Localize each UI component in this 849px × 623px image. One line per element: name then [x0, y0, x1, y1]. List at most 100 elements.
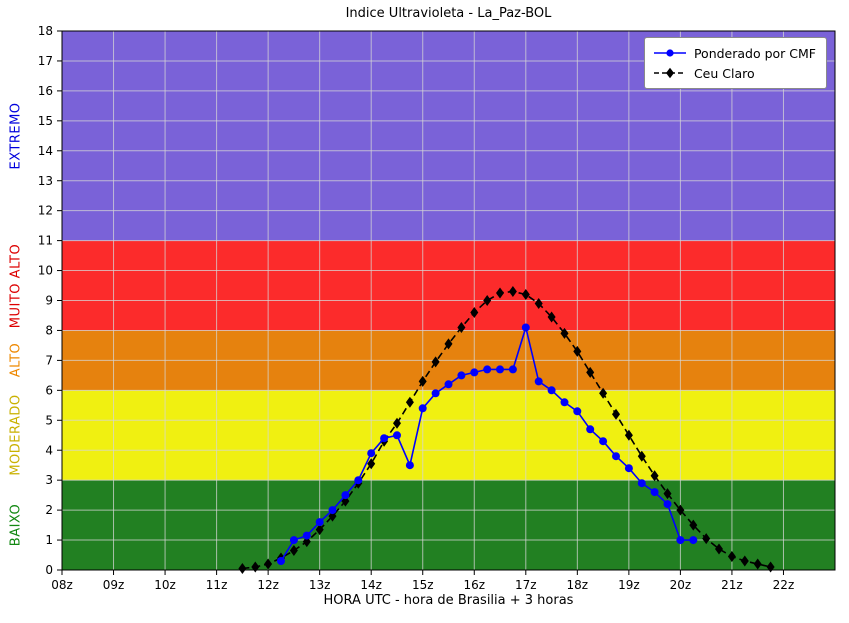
band-label-moderado: MODERADO	[8, 394, 24, 476]
diamond-marker	[547, 311, 556, 323]
diamond-marker	[393, 417, 401, 429]
diamond-marker	[586, 366, 595, 378]
circle-marker	[650, 488, 659, 497]
circle-marker	[624, 464, 633, 473]
x-tick-label: 14z	[360, 578, 382, 592]
x-tick-label: 21z	[721, 578, 743, 592]
diamond-marker	[689, 519, 698, 531]
diamond-marker	[315, 524, 324, 536]
circle-marker	[534, 377, 543, 386]
x-tick-label: 18z	[567, 578, 589, 592]
x-tick-label: 09z	[103, 578, 125, 592]
circle-marker	[637, 479, 646, 488]
diamond-marker	[560, 327, 569, 339]
circle-marker	[612, 452, 620, 461]
diamond-marker	[444, 338, 453, 350]
circle-marker	[663, 500, 672, 509]
chart-title: Indice Ultravioleta - La_Paz-BOL	[345, 6, 552, 21]
x-tick-label: 10z	[154, 578, 176, 592]
y-tick-label: 4	[45, 443, 53, 457]
band-moderado	[62, 390, 835, 481]
band-label-baixo: BAIXO	[8, 503, 24, 547]
diamond-marker	[740, 555, 749, 567]
x-tick-label: 15z	[412, 578, 434, 592]
diamond-marker	[637, 450, 646, 462]
circle-marker	[289, 536, 298, 545]
diamond-marker	[367, 458, 376, 470]
y-tick-label: 17	[38, 54, 53, 68]
diamond-marker	[470, 307, 479, 318]
y-tick-label: 13	[38, 174, 53, 188]
diamond-marker	[727, 551, 736, 562]
diamond-marker	[573, 345, 582, 357]
circle-marker	[418, 404, 427, 413]
diamond-marker	[650, 470, 659, 482]
diamond-marker	[534, 298, 543, 309]
y-tick-label: 8	[45, 324, 53, 338]
legend-item-ponderado: Ponderado por CMF	[653, 43, 816, 63]
x-tick-label: 22z	[773, 578, 795, 592]
legend-label: Ceu Claro	[693, 65, 755, 81]
diamond-marker	[418, 375, 427, 387]
circle-marker	[689, 536, 698, 545]
band-baixo	[62, 480, 835, 570]
circle-marker	[496, 365, 504, 374]
x-tick-label: 13z	[309, 578, 331, 592]
band-muito-alto	[62, 240, 835, 331]
circle-marker	[328, 506, 337, 515]
diamond-marker	[457, 322, 466, 333]
circle-marker	[393, 431, 401, 440]
diamond-marker	[715, 543, 723, 555]
y-tick-label: 10	[38, 264, 53, 278]
y-tick-label: 5	[45, 413, 53, 427]
diamond-marker	[702, 533, 711, 545]
y-tick-label: 12	[38, 204, 53, 218]
diamond-marker	[508, 286, 517, 297]
diamond-marker	[328, 510, 337, 522]
circle-marker	[457, 371, 466, 380]
circle-marker	[573, 407, 582, 416]
circle-marker	[405, 461, 414, 470]
diamond-marker	[521, 289, 530, 300]
x-tick-label: 17z	[515, 578, 537, 592]
y-tick-label: 11	[38, 234, 53, 248]
circle-marker	[315, 518, 324, 527]
circle-marker	[277, 557, 285, 565]
circle-marker	[354, 476, 363, 485]
legend: Ponderado por CMF Ceu Claro	[643, 37, 827, 89]
circle-marker	[380, 434, 389, 443]
y-tick-label: 6	[45, 383, 53, 397]
y-tick-label: 14	[38, 144, 53, 158]
diamond-marker	[496, 287, 504, 299]
diamond-marker	[624, 429, 633, 441]
circle-marker	[676, 536, 685, 545]
circle-marker	[599, 437, 608, 446]
circle-marker	[431, 389, 440, 398]
diamond-marker	[264, 558, 273, 570]
x-tick-label: 16z	[463, 578, 485, 592]
y-tick-label: 15	[38, 114, 53, 128]
circle-marker	[521, 323, 530, 332]
y-tick-label: 3	[45, 473, 53, 487]
y-tick-label: 18	[38, 24, 53, 38]
circle-marker	[341, 491, 350, 500]
x-tick-label: 11z	[206, 578, 228, 592]
diamond-marker	[289, 545, 298, 556]
legend-label: Ponderado por CMF	[693, 45, 816, 61]
y-tick-label: 9	[45, 294, 53, 308]
y-tick-label: 16	[38, 84, 53, 98]
band-label-muito-alto: MUITO ALTO	[8, 243, 24, 328]
x-axis-label: HORA UTC - hora de Brasilia + 3 horas	[323, 593, 574, 608]
diamond-marker	[431, 356, 440, 368]
y-tick-label: 2	[45, 503, 53, 517]
band-label-extremo: EXTREMO	[8, 102, 24, 170]
diamond-marker	[663, 488, 672, 500]
diamond-marker	[483, 295, 492, 306]
x-tick-label: 19z	[618, 578, 640, 592]
circle-marker	[302, 531, 311, 540]
legend-item-ceu-claro: Ceu Claro	[653, 63, 816, 83]
diamond-marker	[405, 396, 414, 408]
circle-marker	[444, 380, 453, 389]
